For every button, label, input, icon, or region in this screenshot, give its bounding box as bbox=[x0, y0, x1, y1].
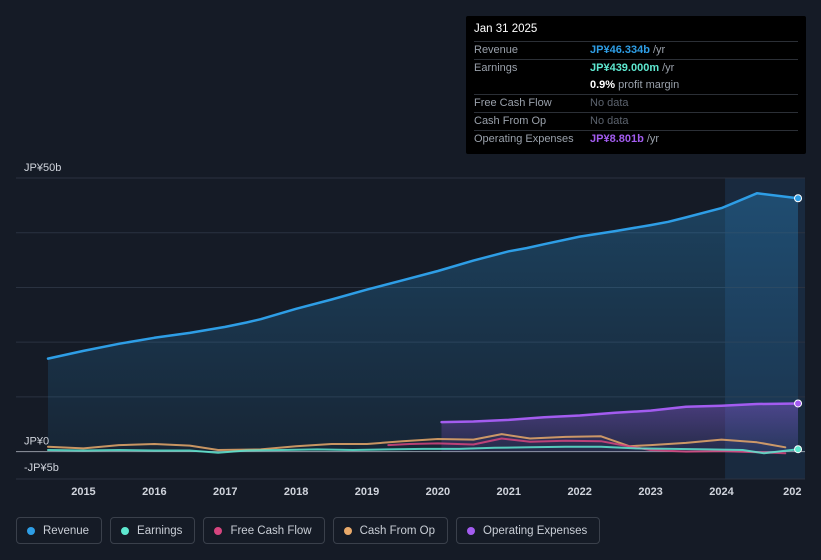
x-tick-label: 2019 bbox=[355, 486, 379, 498]
series-fills bbox=[48, 193, 799, 452]
x-axis-labels: 2015 2016 2017 2018 2019 2020 2021 2022 2023 2024… bbox=[71, 486, 801, 498]
cash-from-op-dot-icon bbox=[343, 526, 352, 535]
tooltip-margin-suffix: profit margin bbox=[618, 79, 680, 91]
tooltip-no-data: No data bbox=[590, 97, 629, 109]
y-tick-label: JP¥50b bbox=[24, 162, 61, 174]
tooltip-label: Cash From Op bbox=[474, 115, 547, 127]
revenue-dot-icon bbox=[27, 526, 35, 535]
tooltip: Jan 31 2025 Revenue JP¥46.334b /yr Earni… bbox=[466, 16, 806, 154]
tooltip-margin-value: 0.9% bbox=[590, 79, 616, 91]
tooltip-row-cfo: Cash From Op No data bbox=[474, 112, 798, 130]
earnings-line bbox=[47, 445, 799, 455]
operating-expenses-end-marker bbox=[794, 399, 803, 408]
operating-expenses-line bbox=[440, 402, 800, 424]
x-tick-label: 2022 bbox=[567, 486, 591, 498]
cash-from-op-line bbox=[47, 433, 787, 451]
tooltip-label: Revenue bbox=[474, 44, 519, 56]
x-tick-label: 2020 bbox=[426, 486, 450, 498]
legend-item-operating-expenses[interactable]: Operating Expenses bbox=[456, 517, 601, 544]
revenue-area bbox=[48, 193, 799, 452]
tooltip-value: JP¥8.801b bbox=[590, 133, 644, 145]
tooltip-row-opex: Operating Expenses JP¥8.801b /yr bbox=[474, 130, 798, 148]
tooltip-unit: /yr bbox=[652, 44, 666, 56]
tooltip-row-revenue: Revenue JP¥46.334b /yr bbox=[474, 41, 798, 59]
revenue-end-marker bbox=[794, 194, 803, 203]
free-cash-flow-dot-icon bbox=[214, 526, 223, 535]
legend-item-earnings[interactable]: Earnings bbox=[110, 517, 196, 544]
earnings-dot-icon bbox=[121, 526, 130, 535]
x-tick-label: 2021 bbox=[497, 486, 521, 498]
legend: Revenue Earnings Free Cash Flow Cash Fro… bbox=[16, 517, 608, 544]
tooltip-label: Earnings bbox=[474, 62, 518, 74]
x-tick-label: 2016 bbox=[142, 486, 166, 498]
tooltip-no-data: No data bbox=[590, 115, 629, 127]
legend-label: Cash From Op bbox=[359, 524, 436, 537]
x-tick-label: 2023 bbox=[638, 486, 662, 498]
operating-expenses-area bbox=[441, 403, 799, 452]
operating-expenses-dot-icon bbox=[467, 526, 476, 535]
tooltip-label: Free Cash Flow bbox=[474, 97, 552, 109]
tooltip-row-earnings: Earnings JP¥439.000m /yr bbox=[474, 59, 798, 77]
tooltip-label: Operating Expenses bbox=[474, 133, 574, 145]
legend-item-free-cash-flow[interactable]: Free Cash Flow bbox=[203, 517, 325, 544]
legend-label: Operating Expenses bbox=[483, 524, 588, 537]
tooltip-unit: /yr bbox=[662, 62, 675, 74]
legend-label: Earnings bbox=[137, 524, 183, 537]
legend-item-revenue[interactable]: Revenue bbox=[16, 517, 103, 544]
tooltip-unit: /yr bbox=[646, 133, 660, 145]
y-tick-label: -JP¥5b bbox=[24, 462, 59, 474]
y-axis-labels: JP¥50b JP¥0 -JP¥5b bbox=[24, 162, 61, 474]
tooltip-value: JP¥46.334b bbox=[590, 44, 650, 56]
x-tick-label: 202 bbox=[783, 486, 801, 498]
legend-label: Free Cash Flow bbox=[230, 524, 312, 537]
tooltip-value: JP¥439.000m bbox=[590, 62, 660, 74]
y-tick-label: JP¥0 bbox=[24, 436, 49, 448]
x-tick-label: 2017 bbox=[213, 486, 237, 498]
free-cash-flow-line bbox=[387, 437, 787, 455]
revenue-line bbox=[46, 192, 800, 360]
tooltip-date: Jan 31 2025 bbox=[474, 23, 538, 35]
tooltip-row-margin: 0.9% profit margin bbox=[474, 77, 798, 94]
end-markers bbox=[794, 194, 803, 454]
x-tick-label: 2015 bbox=[71, 486, 95, 498]
series-lines bbox=[46, 192, 800, 455]
legend-item-cash-from-op[interactable]: Cash From Op bbox=[332, 517, 449, 544]
tooltip-row-fcf: Free Cash Flow No data bbox=[474, 94, 798, 112]
x-tick-label: 2018 bbox=[284, 486, 308, 498]
x-tick-label: 2024 bbox=[709, 486, 734, 498]
earnings-end-marker bbox=[794, 445, 803, 454]
legend-label: Revenue bbox=[43, 524, 90, 537]
